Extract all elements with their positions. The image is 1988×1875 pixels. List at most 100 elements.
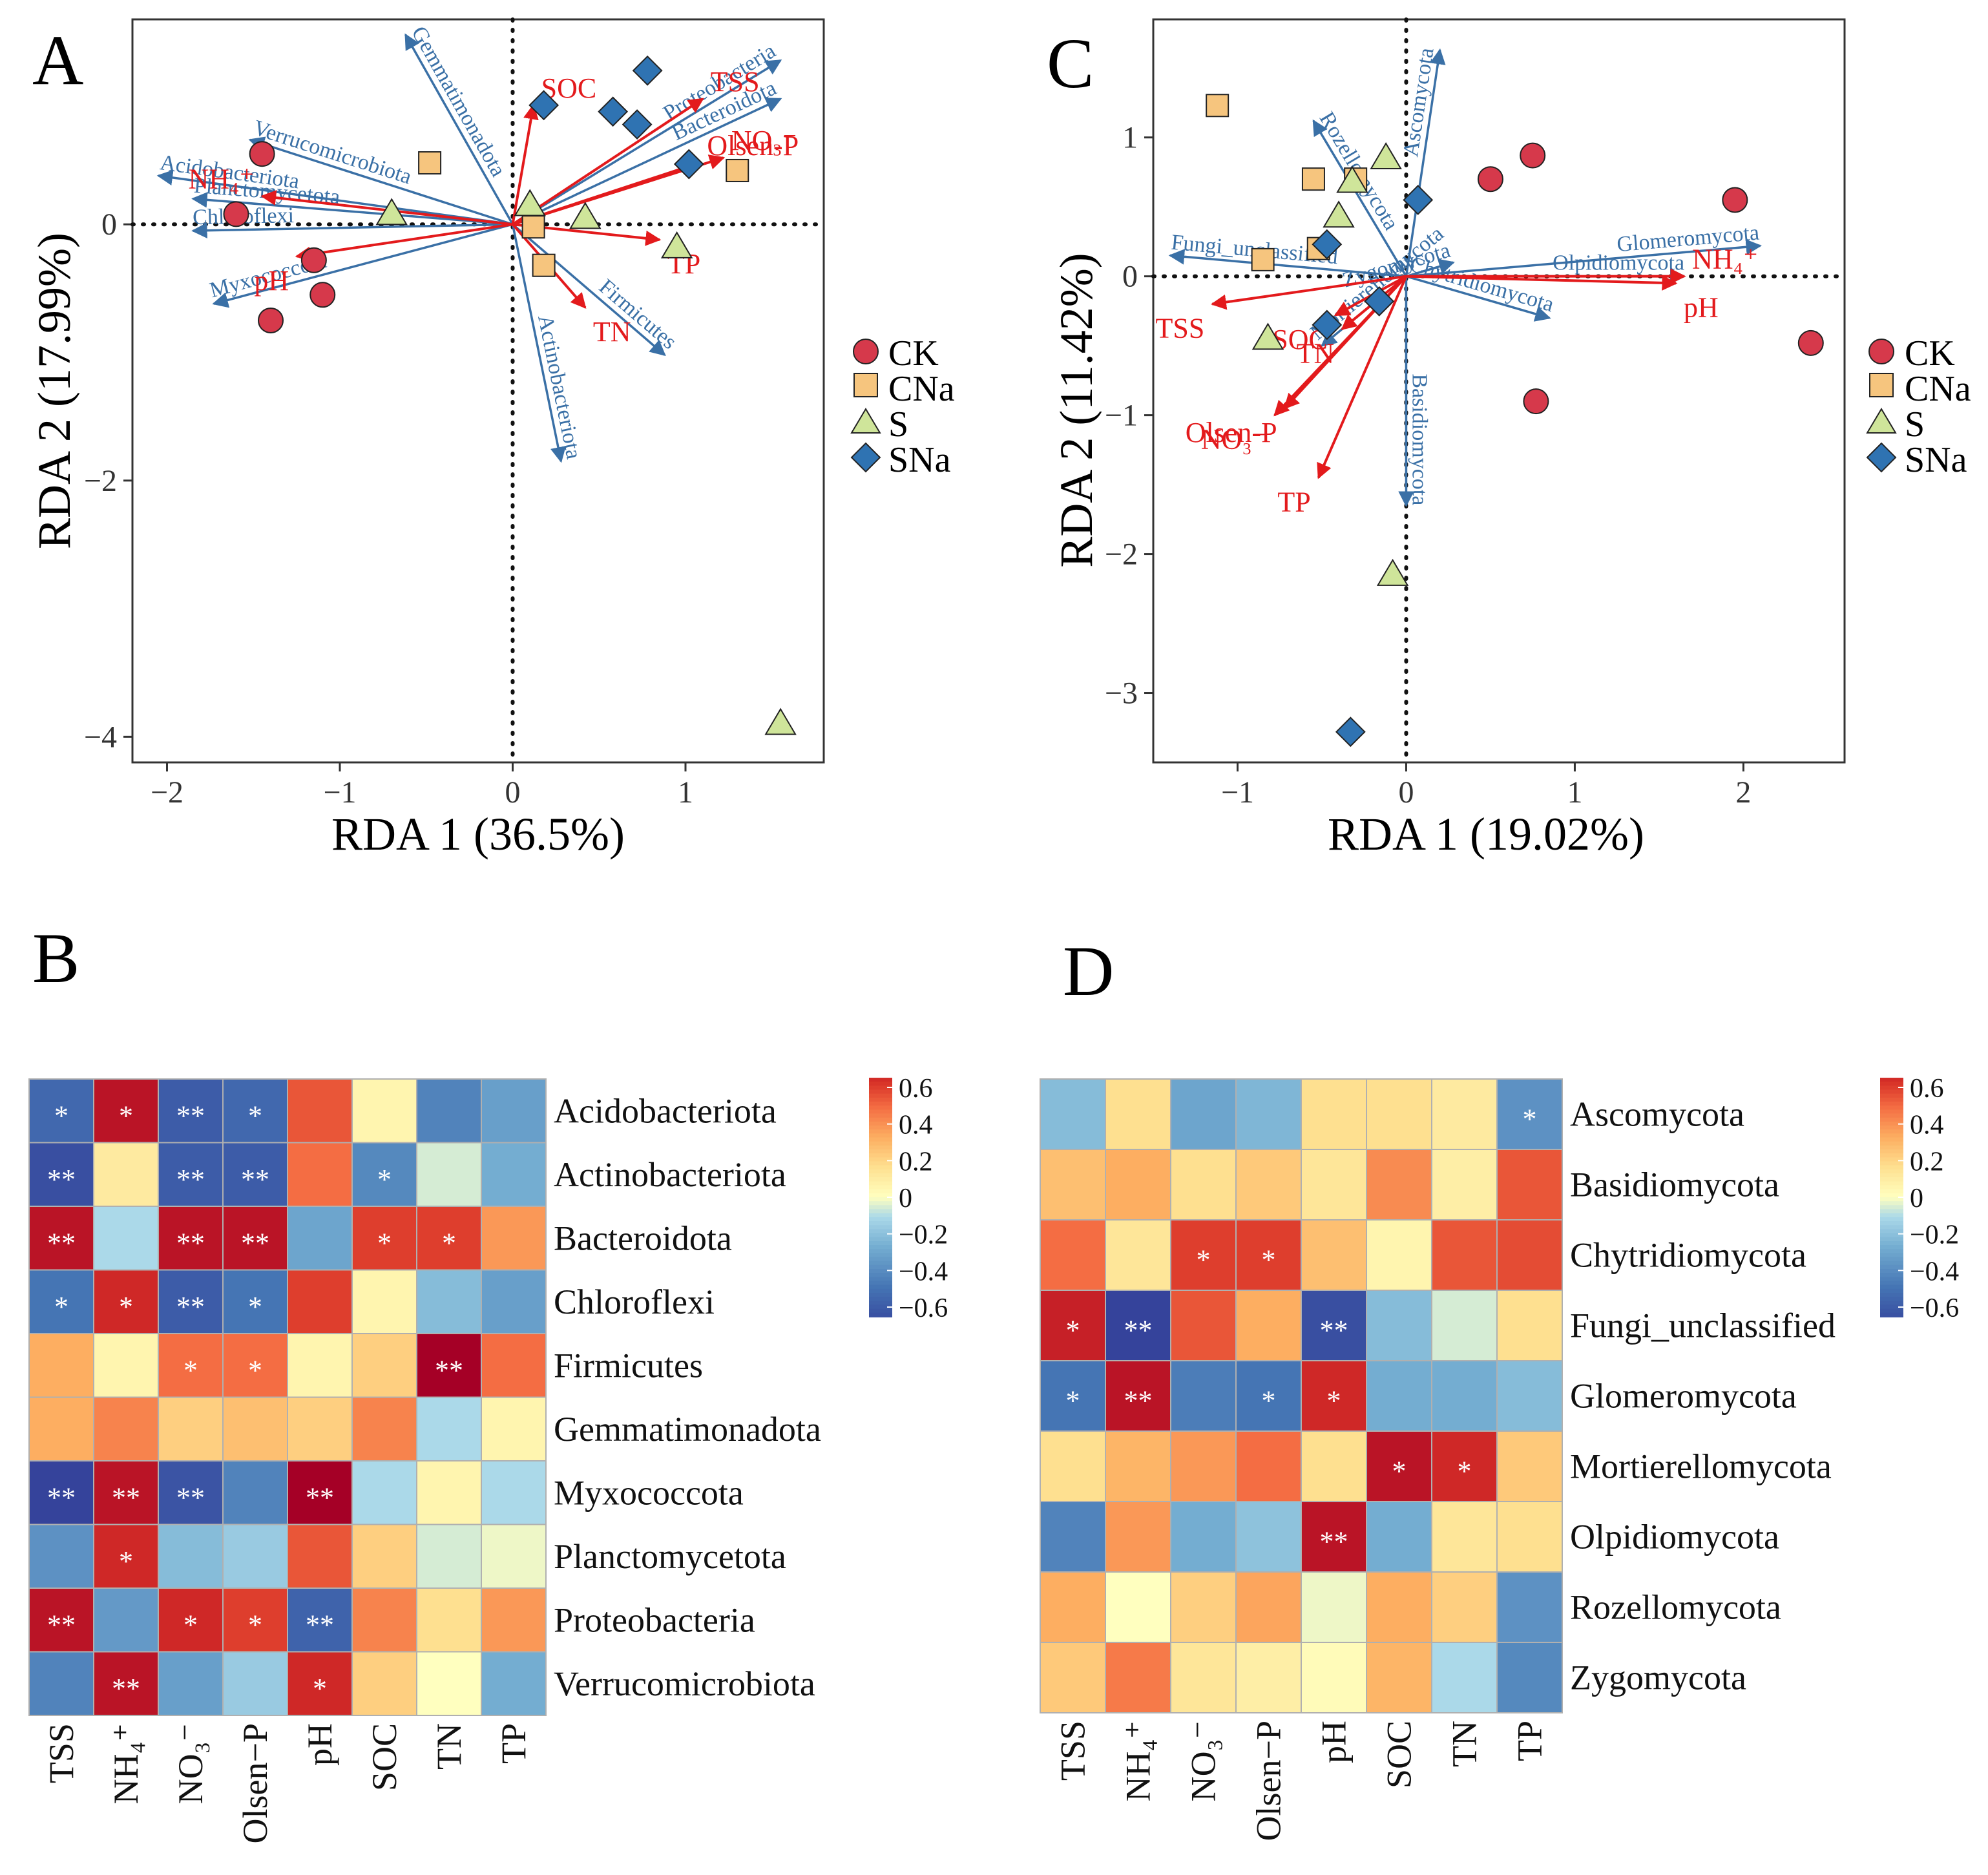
panel-a-title: A [32,21,83,100]
heatmap-col-label: NH₄⁺ [1119,1721,1158,1801]
heatmap-row-label: Chloroflexi [554,1283,715,1321]
heatmap-col-label: SOC [365,1723,404,1791]
heatmap-cell [416,1396,482,1461]
colorbar-segment [869,1201,892,1206]
species-arrow [404,33,514,225]
heatmap-cell [1496,1219,1563,1291]
panel-a-xlabel: RDA 1 (36.5%) [331,808,625,860]
colorbar-segment [869,1141,892,1146]
colorbar-segment [869,1281,892,1286]
heatmap-col-label: NO₃⁻ [1184,1721,1223,1801]
panel-c-plot-area: −1012−3−2−101AscomycotaRozellomycotaFung… [1105,17,1847,810]
point-sna [1364,286,1395,317]
colorbar-segment [869,1177,892,1182]
heatmap-cell [1235,1360,1302,1432]
colorbar-segment [869,1288,892,1294]
significance-star: ** [435,1354,463,1386]
colorbar-segment [869,1237,892,1242]
heatmap-cell [93,1078,159,1144]
heatmap-cell [1040,1219,1106,1291]
colorbar-segment [869,1133,892,1138]
panel-a-plot-frame [131,18,825,764]
heatmap-row-label: Mortierellomycota [1570,1447,1832,1486]
significance-star: * [1262,1385,1276,1417]
env-arrow-label: Olsen-P [707,130,799,162]
point-s [764,707,797,735]
colorbar-segment [1880,1109,1903,1115]
colorbar-segment [1880,1297,1903,1302]
heatmap-row-label: Bacteroidota [554,1219,732,1257]
y-tick-label: −4 [84,720,117,754]
heatmap-row-label: Rozellomycota [1570,1588,1781,1627]
heatmap-cell [28,1078,94,1144]
heatmap-cell [1431,1078,1498,1150]
colorbar-segment [869,1137,892,1142]
colorbar-segment [869,1173,892,1178]
heatmap-cell [481,1651,547,1716]
point-cna [1206,94,1229,118]
heatmap-row-label: Olpidiomycota [1570,1518,1779,1556]
heatmap-cell [416,1524,482,1589]
colorbar-segment [1880,1213,1903,1218]
colorbar-segment [869,1273,892,1278]
colorbar-segment [869,1129,892,1135]
heatmap-cell [1040,1501,1106,1573]
heatmap-row-label: Proteobacteria [554,1600,755,1639]
significance-star: * [183,1609,198,1640]
colorbar-segment [1880,1253,1903,1258]
env-arrow-label: Olsen-P [1186,417,1277,448]
heatmap-cell [416,1333,482,1398]
heatmap-cell [1496,1430,1563,1502]
colorbar-segment [869,1257,892,1262]
heatmap-cell [1301,1360,1367,1432]
heatmap-cell [93,1333,159,1398]
env-arrow-label: NH₄⁺ [189,163,255,195]
colorbar-segment [869,1308,892,1314]
significance-star: * [183,1354,198,1386]
heatmap-cell [93,1587,159,1653]
x-tick-label: 1 [678,775,693,810]
heatmap-cell [1235,1149,1302,1220]
heatmap-row-label: Basidiomycota [1570,1166,1779,1204]
point-ck [309,282,336,308]
heatmap-cell [1301,1219,1367,1291]
colorbar-segment [1880,1193,1903,1198]
heatmap-cell [1170,1501,1237,1573]
panel-c-legend: CK CNa S SNa [1866,333,1971,480]
heatmap-cell [481,1078,547,1144]
heatmap-cell [1105,1360,1171,1432]
heatmap-cell [1105,1571,1171,1643]
colorbar-segment [1880,1304,1903,1310]
legend-item-s: S [850,404,908,445]
colorbar-segment [869,1121,892,1126]
legend-item-sna: SNa [850,440,951,480]
heatmap-cell [1040,1430,1106,1502]
heatmap-cell [1496,1642,1563,1713]
significance-star: * [1197,1244,1211,1276]
panel-c-title: C [1047,24,1094,103]
panel-d-title: D [1063,932,1114,1011]
species-arrow [512,98,782,225]
colorbar-segment [1880,1181,1903,1186]
heatmap-col-label: TSS [1054,1721,1093,1781]
heatmap-cell [481,1333,547,1398]
colorbar-tick-label: 0.6 [899,1074,933,1104]
colorbar-segment [1880,1189,1903,1194]
heatmap-cell [1235,1430,1302,1502]
x-tick-label: 2 [1735,775,1751,810]
y-tick-label: −1 [1105,399,1138,433]
colorbar-segment [869,1181,892,1186]
env-arrow-label: TSS [711,66,760,98]
colorbar-segment [869,1097,892,1102]
colorbar-segment [869,1149,892,1155]
heatmap-cell [222,1078,288,1144]
colorbar-tick-label: −0.2 [899,1220,948,1250]
heatmap-cell [158,1524,224,1589]
legend-item-cna: CNa [853,369,955,409]
heatmap-cell [222,1524,288,1589]
colorbar-segment [1880,1093,1903,1098]
colorbar-segment [1880,1241,1903,1246]
colorbar-segment [1880,1301,1903,1306]
colorbar-segment [869,1269,892,1274]
